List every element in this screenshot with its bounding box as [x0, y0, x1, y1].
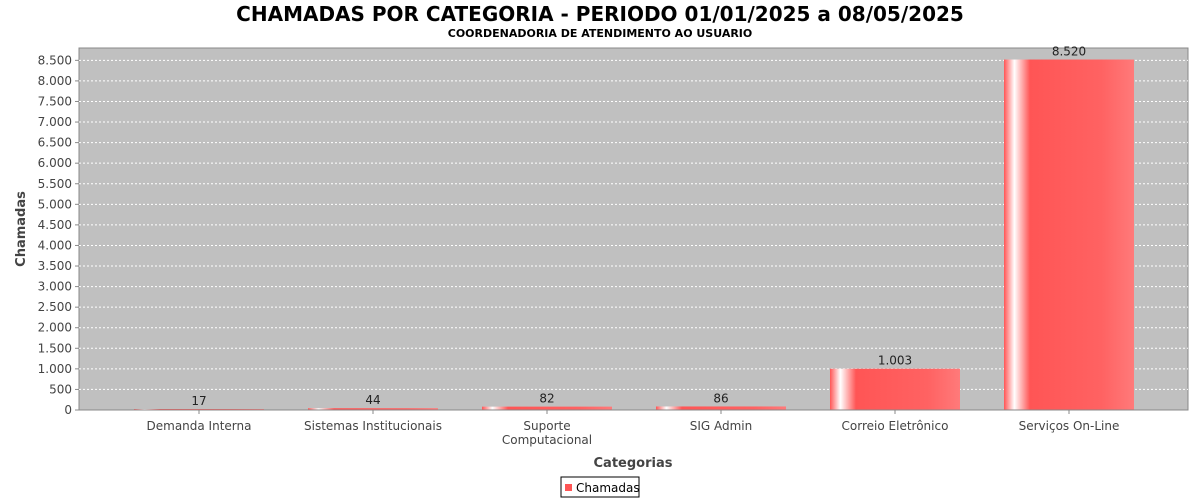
data-label: 17 [191, 394, 206, 408]
x-tick-label: Suporte [523, 419, 570, 433]
y-tick-label: 6.500 [38, 136, 72, 150]
x-tick-label: Correio Eletrônico [842, 419, 949, 433]
y-tick-label: 2.000 [38, 321, 72, 335]
bar [482, 406, 612, 410]
y-axis-title: Chamadas [14, 191, 29, 267]
x-axis-ticks: Demanda Interna Sistemas Institucionais Su… [147, 410, 1120, 447]
bar [830, 368, 960, 410]
plot-area [78, 47, 1189, 411]
bars [134, 59, 1134, 410]
legend-swatch-chamadas [565, 484, 572, 491]
chart-subtitle: COORDENADORIA DE ATENDIMENTO AO USUARIO [448, 27, 753, 40]
chart-title: CHAMADAS POR CATEGORIA - PERIODO 01/01/2… [236, 2, 964, 26]
data-label: 86 [713, 391, 728, 405]
y-tick-label: 4.500 [38, 218, 72, 232]
y-tick-label: 0 [64, 403, 72, 417]
y-tick-label: 1.500 [38, 341, 72, 355]
y-tick-label: 5.500 [38, 177, 72, 191]
data-label: 82 [539, 392, 554, 406]
y-tick-label: 1.000 [38, 362, 72, 376]
x-tick-label: Serviços On-Line [1019, 419, 1120, 433]
data-label: 8.520 [1052, 45, 1086, 59]
legend-label-chamadas: Chamadas [576, 481, 640, 495]
y-tick-label: 3.000 [38, 280, 72, 294]
x-axis-title: Categorias [594, 456, 673, 471]
y-tick-label: 3.500 [38, 259, 72, 273]
y-tick-label: 6.000 [38, 156, 72, 170]
y-tick-label: 5.000 [38, 197, 72, 211]
gridlines [79, 59, 1188, 390]
x-tick-label: Computacional [502, 433, 592, 447]
y-tick-label: 7.000 [38, 115, 72, 129]
data-labels: 17 44 82 86 1.003 8.520 [191, 45, 1086, 408]
legend-box [560, 476, 640, 498]
bar [308, 408, 438, 410]
legend: Chamadas [560, 476, 640, 498]
x-tick-label: Sistemas Institucionais [304, 419, 442, 433]
y-tick-label: 8.000 [38, 74, 72, 88]
data-label: 44 [365, 393, 380, 407]
data-label: 1.003 [878, 354, 912, 368]
y-tick-label: 7.500 [38, 94, 72, 108]
x-tick-label: SIG Admin [690, 419, 753, 433]
y-tick-label: 500 [49, 382, 72, 396]
y-tick-label: 2.500 [38, 300, 72, 314]
bar [1004, 59, 1134, 410]
bar [656, 406, 786, 410]
y-axis-ticks: 0 500 1.000 1.500 2.000 2.500 3.000 3.500 4.000 4… [38, 53, 79, 417]
y-tick-label: 4.000 [38, 238, 72, 252]
x-tick-label: Demanda Interna [147, 419, 252, 433]
y-tick-label: 8.500 [38, 53, 72, 67]
